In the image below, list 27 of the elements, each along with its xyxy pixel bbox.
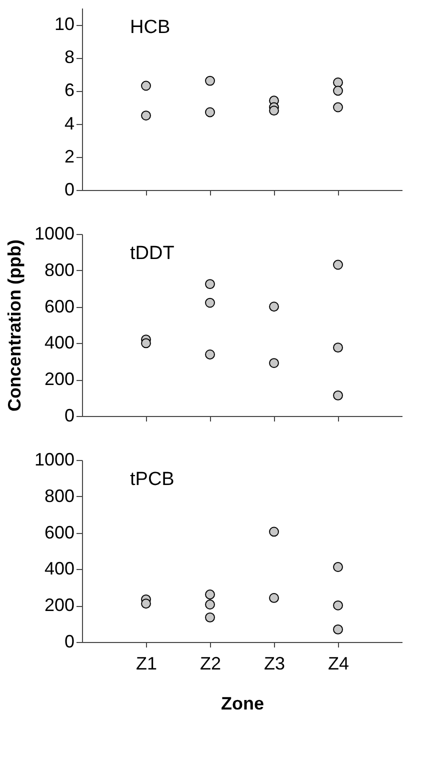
y-tick-label: 4 (64, 113, 74, 134)
y-tick-label: 2 (64, 146, 74, 166)
y-tick-label: 800 (44, 260, 74, 280)
y-tick-label: 800 (44, 486, 74, 506)
x-tick-label: Z2 (200, 654, 222, 674)
y-tick-label: 0 (64, 180, 74, 200)
y-axis-title: Concentration (ppb) (4, 240, 24, 412)
y-tick-label: 8 (64, 47, 74, 68)
x-tick-label: Z3 (264, 654, 286, 674)
y-tick-label: 200 (44, 369, 74, 390)
y-tick-label: 600 (44, 296, 74, 316)
y-tick-label: 6 (64, 80, 74, 100)
y-tick-label: 1000 (34, 450, 74, 470)
x-tick-label: Z4 (328, 654, 350, 674)
text: tPCB (130, 469, 174, 490)
y-tick-label: 0 (64, 406, 74, 426)
chart-title: HCB (130, 17, 170, 38)
y-tick-label: 0 (64, 632, 74, 652)
y-tick-label: 200 (44, 595, 74, 616)
y-tick-label: 10 (54, 14, 74, 34)
y-tick-label: 1000 (34, 224, 74, 244)
x-axis-title: Zone (221, 694, 264, 714)
text: tDDT (130, 243, 175, 264)
y-tick-label: 600 (44, 522, 74, 542)
y-tick-label: 400 (44, 558, 74, 579)
x-tick-label: Z1 (136, 654, 158, 674)
y-tick-label: 400 (44, 332, 74, 353)
